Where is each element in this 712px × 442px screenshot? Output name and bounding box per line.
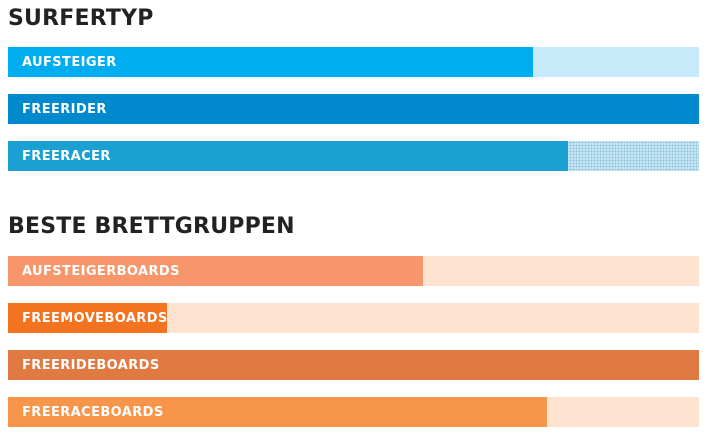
- bar-label-freerider: FREERIDER: [22, 101, 107, 117]
- bar-aufsteiger: AUFSTEIGER: [8, 47, 699, 77]
- bar-freeracer: FREERACER: [8, 141, 699, 171]
- bar-label-freemoveboards: FREEMOVEBOARDS: [22, 310, 168, 326]
- bar-label-aufsteiger: AUFSTEIGER: [22, 54, 117, 70]
- bar-fill-freeracer: [8, 141, 568, 171]
- bar-label-aufsteigerboards: AUFSTEIGERBOARDS: [22, 263, 180, 279]
- bar-label-freerideboards: FREERIDEBOARDS: [22, 357, 160, 373]
- chart-title-surfertyp: SURFERTYP: [8, 6, 154, 31]
- bar-label-freeraceboards: FREERACEBOARDS: [22, 404, 164, 420]
- bar-fill-aufsteiger: [8, 47, 534, 77]
- bar-fill-freemoveboards: [8, 303, 167, 333]
- bar-freeraceboards: FREERACEBOARDS: [8, 397, 699, 427]
- bar-fill-aufsteigerboards: [8, 256, 423, 286]
- bar-freemoveboards: FREEMOVEBOARDS: [8, 303, 699, 333]
- chart-title-beste-brettgruppen: BESTE BRETTGRUPPEN: [8, 214, 295, 239]
- bar-aufsteigerboards: AUFSTEIGERBOARDS: [8, 256, 699, 286]
- bar-fill-freerider: [8, 94, 699, 124]
- bar-label-freeracer: FREERACER: [22, 148, 111, 164]
- bar-freerider: FREERIDER: [8, 94, 699, 124]
- bar-fill-freeraceboards: [8, 397, 547, 427]
- bar-freerideboards: FREERIDEBOARDS: [8, 350, 699, 380]
- bar-fill-freerideboards: [8, 350, 699, 380]
